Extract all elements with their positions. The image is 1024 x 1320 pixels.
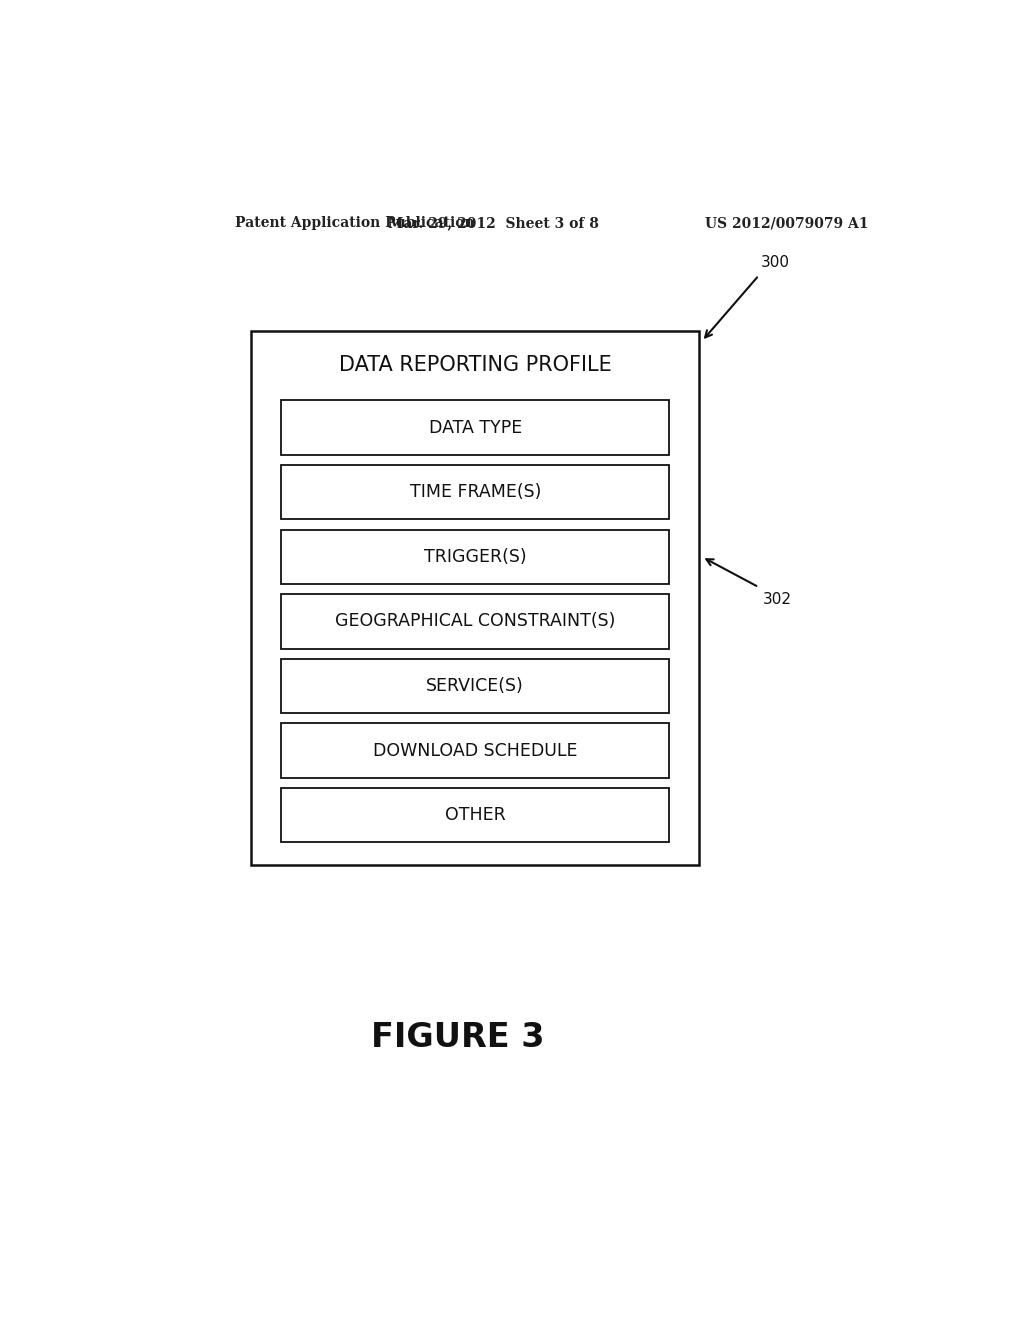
Text: OTHER: OTHER: [444, 807, 506, 824]
Text: TRIGGER(S): TRIGGER(S): [424, 548, 526, 566]
Text: DATA TYPE: DATA TYPE: [429, 418, 522, 437]
Text: Mar. 29, 2012  Sheet 3 of 8: Mar. 29, 2012 Sheet 3 of 8: [388, 216, 598, 231]
Text: DOWNLOAD SCHEDULE: DOWNLOAD SCHEDULE: [373, 742, 578, 759]
Text: GEOGRAPHICAL CONSTRAINT(S): GEOGRAPHICAL CONSTRAINT(S): [335, 612, 615, 631]
Bar: [251, 331, 699, 865]
Text: TIME FRAME(S): TIME FRAME(S): [410, 483, 541, 502]
Text: US 2012/0079079 A1: US 2012/0079079 A1: [705, 216, 868, 231]
Bar: [282, 529, 670, 583]
Text: 302: 302: [763, 593, 792, 607]
Bar: [282, 723, 670, 777]
Text: FIGURE 3: FIGURE 3: [371, 1022, 544, 1055]
Text: Patent Application Publication: Patent Application Publication: [236, 216, 475, 231]
Bar: [282, 659, 670, 713]
Text: SERVICE(S): SERVICE(S): [426, 677, 524, 696]
Bar: [282, 594, 670, 648]
Text: 300: 300: [761, 255, 790, 271]
Text: DATA REPORTING PROFILE: DATA REPORTING PROFILE: [339, 355, 611, 375]
Bar: [282, 400, 670, 455]
Bar: [282, 465, 670, 519]
Bar: [282, 788, 670, 842]
